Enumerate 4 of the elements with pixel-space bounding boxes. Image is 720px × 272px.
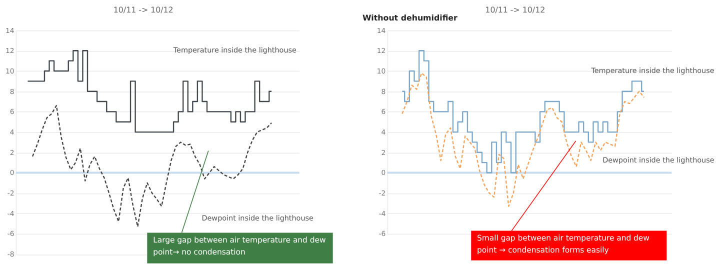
chart-subtitle: 10/11 -> 10/12 — [113, 6, 174, 15]
chart-subtitle: 10/11 -> 10/12 — [485, 6, 546, 15]
line-series — [32, 104, 272, 228]
chart-title: Without dehumidifier — [362, 13, 458, 22]
